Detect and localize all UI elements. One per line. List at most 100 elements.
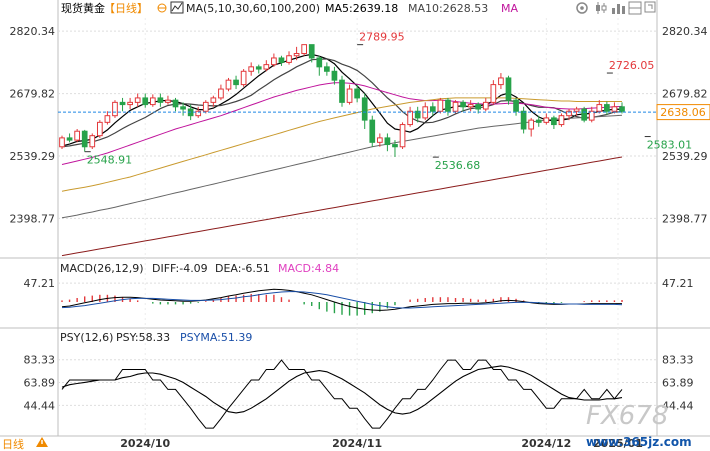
candle-body <box>331 70 338 81</box>
y-tick-layer: 2820.34 2820.34 2679.82 2679.82 2539.29 2539.… <box>10 25 708 412</box>
candle[interactable] <box>551 115 557 130</box>
candle[interactable] <box>301 44 308 56</box>
candle[interactable] <box>271 53 277 67</box>
candle[interactable] <box>324 62 330 76</box>
candle[interactable] <box>59 135 65 149</box>
layout-panels-icon[interactable] <box>628 1 642 15</box>
candle-body <box>316 57 323 68</box>
candle[interactable] <box>134 93 141 107</box>
candle[interactable] <box>81 129 88 152</box>
candle[interactable] <box>361 93 368 130</box>
psy-value: PSY:58.33 <box>116 331 170 344</box>
candle[interactable] <box>490 80 497 105</box>
candle[interactable] <box>218 84 224 101</box>
candle[interactable] <box>96 120 103 138</box>
candle-style-icon[interactable] <box>596 2 607 14</box>
psy-params[interactable]: PSY(12,6) <box>60 331 113 344</box>
candle[interactable] <box>149 94 156 107</box>
candle[interactable] <box>498 73 504 90</box>
candle[interactable] <box>89 133 96 149</box>
candle[interactable] <box>520 106 527 134</box>
candle[interactable] <box>346 84 353 105</box>
candle[interactable] <box>119 97 126 112</box>
candle[interactable] <box>210 95 217 107</box>
ma-parameters[interactable]: MA(5,10,30,60,100,200) <box>186 2 320 15</box>
candle[interactable] <box>399 122 406 149</box>
candle[interactable] <box>233 75 239 90</box>
candle[interactable] <box>225 77 232 92</box>
footer-period-label[interactable]: 日线 <box>2 437 24 451</box>
indicator-chart-icon[interactable] <box>170 1 184 14</box>
candle[interactable] <box>437 97 444 114</box>
candle[interactable] <box>157 93 164 107</box>
candle[interactable] <box>596 100 603 114</box>
candle[interactable] <box>127 97 133 110</box>
bar-chart-icon[interactable] <box>612 4 625 14</box>
candle[interactable] <box>142 93 149 108</box>
candle-body <box>505 77 512 101</box>
price-ytick-left: 2398.77 <box>10 212 56 225</box>
candle-body <box>293 53 300 57</box>
candle[interactable] <box>202 100 209 114</box>
candle[interactable] <box>581 106 588 123</box>
candle-body <box>482 101 489 110</box>
candle-body <box>467 104 474 108</box>
candle[interactable] <box>429 102 436 116</box>
candle[interactable] <box>619 102 625 114</box>
fullscreen-icon[interactable] <box>644 1 656 13</box>
candle[interactable] <box>445 97 451 116</box>
candle[interactable] <box>369 115 376 147</box>
candle[interactable] <box>74 129 80 143</box>
candle[interactable] <box>278 55 285 66</box>
settings-circle-icon[interactable] <box>157 3 167 13</box>
candle-body <box>149 97 156 106</box>
candle[interactable] <box>255 64 262 74</box>
candle[interactable] <box>180 102 186 116</box>
candle[interactable] <box>414 106 421 123</box>
candle[interactable] <box>467 100 474 112</box>
candle[interactable] <box>339 75 345 107</box>
candle[interactable] <box>535 115 542 127</box>
candle[interactable] <box>528 117 535 137</box>
candle[interactable] <box>384 133 391 152</box>
candle[interactable] <box>573 106 580 116</box>
price-annotation-layer: 2789.95 2726.05 2548.91 2536.68 2583.01 <box>84 31 692 172</box>
candle[interactable] <box>392 140 398 157</box>
candle[interactable] <box>407 106 413 127</box>
candle[interactable] <box>452 100 459 114</box>
candle-body <box>445 99 451 112</box>
candle[interactable] <box>513 97 519 116</box>
candle[interactable] <box>460 100 466 112</box>
candle[interactable] <box>331 66 338 85</box>
candle[interactable] <box>316 55 323 76</box>
period-label[interactable]: 【日线】 <box>104 1 148 15</box>
candle[interactable] <box>66 133 73 143</box>
candle[interactable] <box>558 113 565 127</box>
candle[interactable] <box>566 109 572 121</box>
macd-params[interactable]: MACD(26,12,9) <box>60 262 144 275</box>
candle[interactable] <box>286 51 292 65</box>
candle[interactable] <box>293 46 300 61</box>
candle-body <box>604 104 610 112</box>
settings-gear-icon[interactable] <box>576 2 588 14</box>
candle[interactable] <box>240 69 247 87</box>
candle[interactable] <box>112 100 118 118</box>
footer-period[interactable]: 日线 <box>2 437 48 451</box>
candle[interactable] <box>354 84 360 103</box>
candle[interactable] <box>588 106 595 123</box>
candle[interactable] <box>248 62 255 76</box>
candle[interactable] <box>165 95 171 105</box>
candle[interactable] <box>104 111 111 125</box>
candle-body <box>460 101 466 108</box>
candle[interactable] <box>543 113 550 125</box>
candle[interactable] <box>263 60 270 72</box>
candle[interactable] <box>482 97 489 112</box>
candle[interactable] <box>604 101 610 115</box>
candle[interactable] <box>172 97 179 112</box>
candle[interactable] <box>308 44 315 63</box>
candle[interactable] <box>376 133 383 147</box>
candle[interactable] <box>505 75 512 105</box>
candle-body <box>119 101 126 106</box>
